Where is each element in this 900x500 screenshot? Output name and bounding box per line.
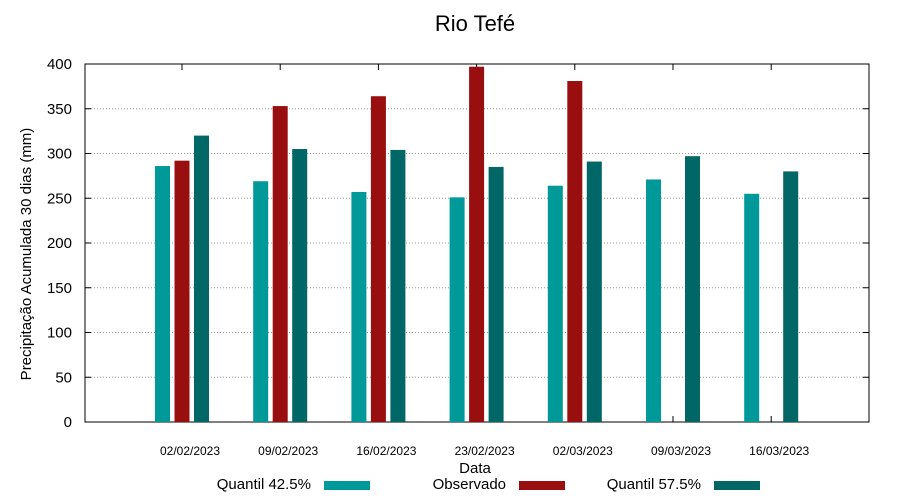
- legend-label: Quantil 42.5%: [217, 476, 311, 493]
- x-tick-label: 23/02/2023: [455, 444, 515, 458]
- bar: [174, 160, 190, 422]
- bar: [253, 181, 269, 422]
- chart-title: Rio Tefé: [435, 11, 515, 36]
- bar: [744, 193, 760, 422]
- y-tick-label: 150: [47, 280, 72, 297]
- y-tick-label: 250: [47, 190, 72, 207]
- y-axis: 0 50 100 150 200 250 300 350 400: [47, 56, 869, 431]
- bar: [586, 161, 602, 422]
- bar: [449, 197, 465, 422]
- legend-label: Quantil 57.5%: [607, 476, 701, 493]
- y-tick-label: 400: [47, 56, 72, 73]
- x-tick-label: 09/02/2023: [258, 444, 318, 458]
- legend: Quantil 42.5% Observado Quantil 57.5%: [217, 476, 760, 493]
- bar: [783, 171, 799, 422]
- legend-swatch: [324, 481, 370, 490]
- x-axis-title: Data: [459, 460, 491, 477]
- legend-swatch: [714, 481, 760, 490]
- x-tick-label: 16/02/2023: [356, 444, 416, 458]
- bar: [646, 179, 661, 422]
- bar: [390, 149, 406, 423]
- y-tick-label: 50: [55, 369, 72, 386]
- bar: [547, 185, 563, 422]
- legend-swatch: [519, 481, 565, 490]
- y-tick-label: 100: [47, 325, 72, 342]
- y-tick-label: 200: [47, 235, 72, 252]
- x-tick-label: 16/03/2023: [749, 444, 809, 458]
- bar: [292, 149, 308, 422]
- bar: [351, 191, 367, 422]
- y-tick-label: 350: [47, 101, 72, 118]
- bar: [370, 96, 386, 422]
- bar: [685, 156, 700, 422]
- y-tick-label: 300: [47, 146, 72, 163]
- x-tick-label: 09/03/2023: [651, 444, 711, 458]
- bars: [155, 66, 799, 423]
- legend-label: Observado: [433, 476, 506, 493]
- y-axis-title: Precipitação Acumulada 30 dias (mm): [18, 128, 35, 381]
- x-tick-label: 02/02/2023: [160, 444, 220, 458]
- bar: [155, 166, 170, 422]
- bar: [194, 135, 209, 422]
- bar: [488, 166, 504, 422]
- x-tick-label: 02/03/2023: [553, 444, 613, 458]
- y-tick-label: 0: [64, 414, 72, 431]
- bar: [272, 106, 288, 422]
- x-axis: 02/02/2023 09/02/2023 16/02/2023 23/02/2023…: [160, 64, 810, 458]
- bar: [469, 66, 485, 422]
- bar: [567, 81, 583, 422]
